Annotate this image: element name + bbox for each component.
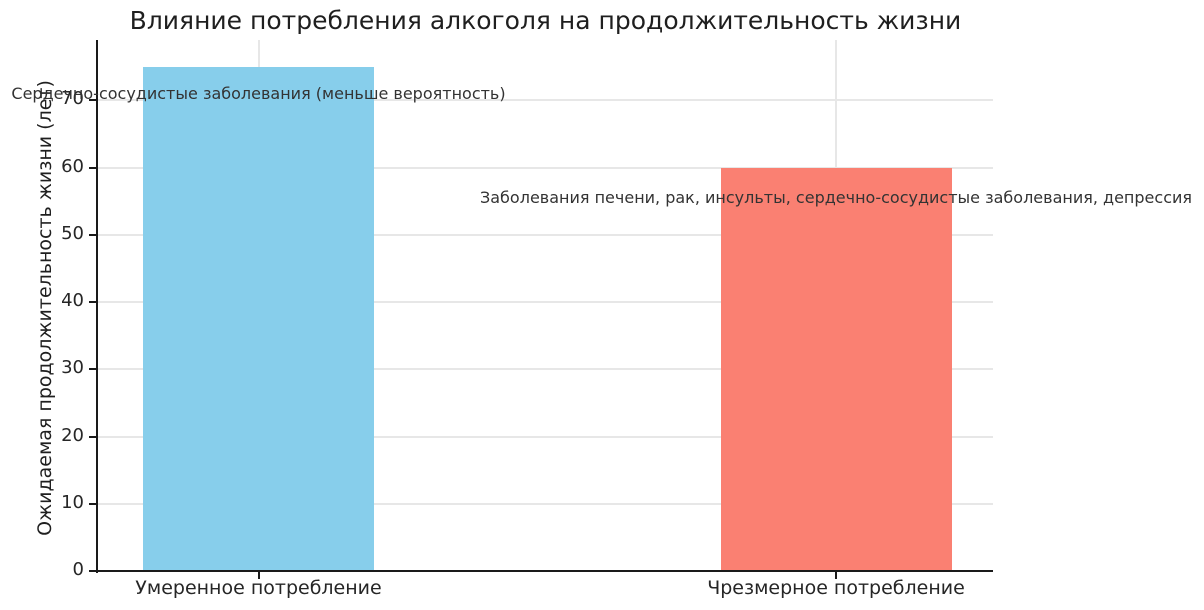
y-tick-mark	[89, 435, 96, 438]
gridline-horizontal	[98, 502, 993, 505]
gridline-horizontal	[98, 233, 993, 236]
y-tick-label: 70	[61, 88, 84, 110]
y-tick-label: 10	[61, 491, 84, 513]
x-axis-spine	[96, 570, 993, 572]
gridline-horizontal	[98, 301, 993, 304]
y-tick-mark	[89, 99, 96, 102]
x-tick-mark	[835, 572, 837, 579]
y-tick-mark	[89, 368, 96, 371]
y-tick-mark	[89, 301, 96, 304]
x-tick-label-moderate: Умеренное потребление	[135, 577, 382, 599]
y-tick-label: 60	[61, 155, 84, 177]
annotation-excessive: Заболевания печени, рак, инсульты, серде…	[479, 187, 1193, 207]
y-tick-label: 50	[61, 222, 84, 244]
y-tick-mark	[89, 502, 96, 505]
annotation-moderate: Сердечно-сосудистые заболевания (меньше …	[11, 83, 506, 103]
gridline-horizontal	[98, 368, 993, 371]
x-tick-label-excessive: Чрезмерное потребление	[707, 577, 965, 599]
y-tick-mark	[89, 570, 96, 572]
gridline-horizontal	[98, 166, 993, 169]
y-tick-label: 30	[61, 357, 84, 379]
y-tick-label: 0	[72, 559, 84, 580]
y-tick-mark	[89, 233, 96, 236]
chart-title: Влияние потребления алкоголя на продолжи…	[129, 6, 962, 35]
x-tick-mark	[257, 572, 260, 579]
gridline-horizontal	[98, 435, 993, 438]
y-tick-mark	[89, 166, 96, 169]
y-tick-label: 40	[61, 290, 84, 312]
gridline-horizontal	[98, 99, 993, 102]
y-tick-label: 20	[61, 424, 84, 446]
y-axis-spine	[96, 40, 98, 573]
bar-moderate	[143, 66, 374, 571]
bar-excessive	[720, 167, 952, 571]
